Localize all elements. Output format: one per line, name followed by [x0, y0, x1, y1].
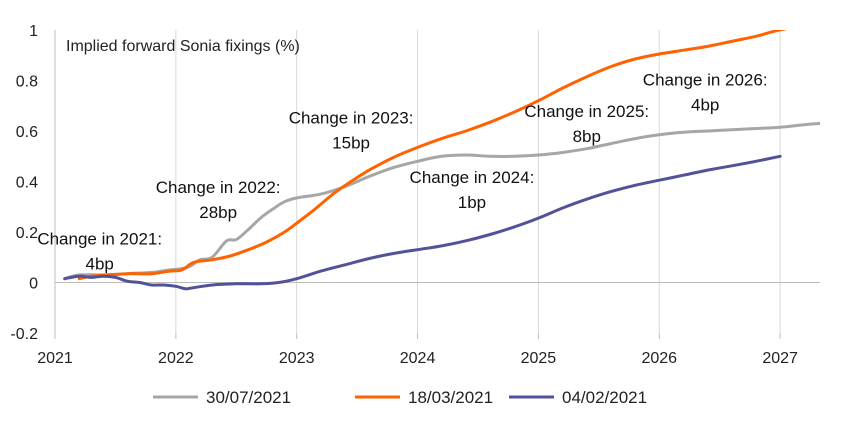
- x-axis-ticks: 2021 2022 2023 2024 2025 2026 2027: [37, 333, 798, 367]
- x-tick-label: 2026: [641, 350, 677, 367]
- annotation-text: Change in 2026:: [643, 71, 768, 90]
- annotation-text: 1bp: [458, 193, 486, 212]
- y-tick-label: 0.6: [16, 124, 38, 141]
- y-tick-label: 1: [29, 23, 38, 40]
- y-tick-label: 0.4: [16, 175, 38, 192]
- annotation-text: Change in 2021:: [37, 230, 162, 249]
- annotation-text: Change in 2024:: [410, 168, 535, 187]
- legend-label: 18/03/2021: [408, 388, 493, 407]
- x-tick-label: 2022: [158, 350, 194, 367]
- series-lines: [63, 30, 820, 291]
- annotation-text: Change in 2025:: [524, 102, 649, 121]
- legend-label: 30/07/2021: [206, 388, 291, 407]
- chart-title: Implied forward Sonia fixings (%): [66, 38, 300, 55]
- annotation-text: 28bp: [199, 203, 237, 222]
- annotation-2024: Change in 2024: 1bp: [410, 168, 535, 212]
- y-tick-label: -0.2: [10, 326, 38, 343]
- series-line-0: [63, 121, 820, 281]
- x-tick-label: 2024: [400, 350, 436, 367]
- legend-item-1: 18/03/2021: [355, 388, 493, 407]
- y-tick-label: 0.2: [16, 225, 38, 242]
- annotation-2026: Change in 2026: 4bp: [643, 71, 768, 115]
- x-tick-label: 2027: [762, 350, 798, 367]
- y-axis-ticks: -0.2 0 0.2 0.4 0.6 0.8 1: [10, 23, 38, 343]
- legend-label: 04/02/2021: [562, 388, 647, 407]
- legend: 30/07/2021 18/03/2021 04/02/2021: [153, 388, 647, 407]
- legend-item-0: 30/07/2021: [153, 388, 291, 407]
- series-line-1: [77, 30, 787, 281]
- x-tick-label: 2023: [279, 350, 315, 367]
- legend-item-2: 04/02/2021: [509, 388, 647, 407]
- annotation-2023: Change in 2023: 15bp: [289, 108, 414, 152]
- annotation-2021: Change in 2021: 4bp: [37, 230, 162, 274]
- annotation-2022: Change in 2022: 28bp: [156, 178, 281, 222]
- annotation-2025: Change in 2025: 8bp: [524, 102, 649, 146]
- annotation-text: 8bp: [573, 127, 601, 146]
- y-tick-label: 0: [29, 276, 38, 293]
- x-tick-label: 2025: [521, 350, 557, 367]
- y-tick-label: 0.8: [16, 74, 38, 91]
- annotation-text: 4bp: [691, 96, 719, 115]
- x-tick-label: 2021: [37, 350, 73, 367]
- annotation-text: Change in 2023:: [289, 108, 414, 127]
- annotation-text: 15bp: [332, 133, 370, 152]
- annotation-text: Change in 2022:: [156, 178, 281, 197]
- axes: [54, 30, 820, 333]
- annotation-text: 4bp: [86, 255, 114, 274]
- series-line-2: [63, 154, 782, 291]
